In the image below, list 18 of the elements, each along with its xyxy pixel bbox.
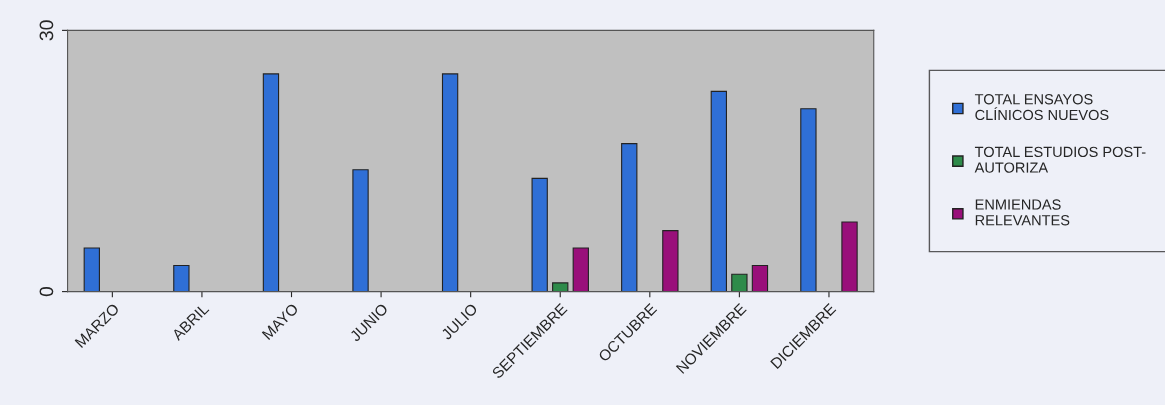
bar (531, 177, 548, 292)
legend-label: ENMIENDAS RELEVANTES (975, 199, 1070, 226)
bar (710, 90, 727, 292)
y-tick-label: 30 (39, 20, 54, 41)
bar (800, 108, 817, 292)
bar (621, 143, 638, 292)
bar (841, 221, 858, 292)
legend-label: TOTAL ENSAYOS CLÍNICOS NUEVOS (974, 94, 1109, 121)
bar (352, 169, 369, 292)
bar (572, 247, 589, 292)
bar (662, 230, 679, 292)
bar (441, 73, 459, 292)
legend-label: TOTAL ESTUDIOS POST- AUTORIZA (974, 146, 1146, 173)
bar (262, 73, 280, 292)
bar (83, 247, 100, 292)
bar (751, 264, 769, 292)
bar (173, 264, 190, 292)
y-tick-label: 0 (39, 286, 54, 297)
